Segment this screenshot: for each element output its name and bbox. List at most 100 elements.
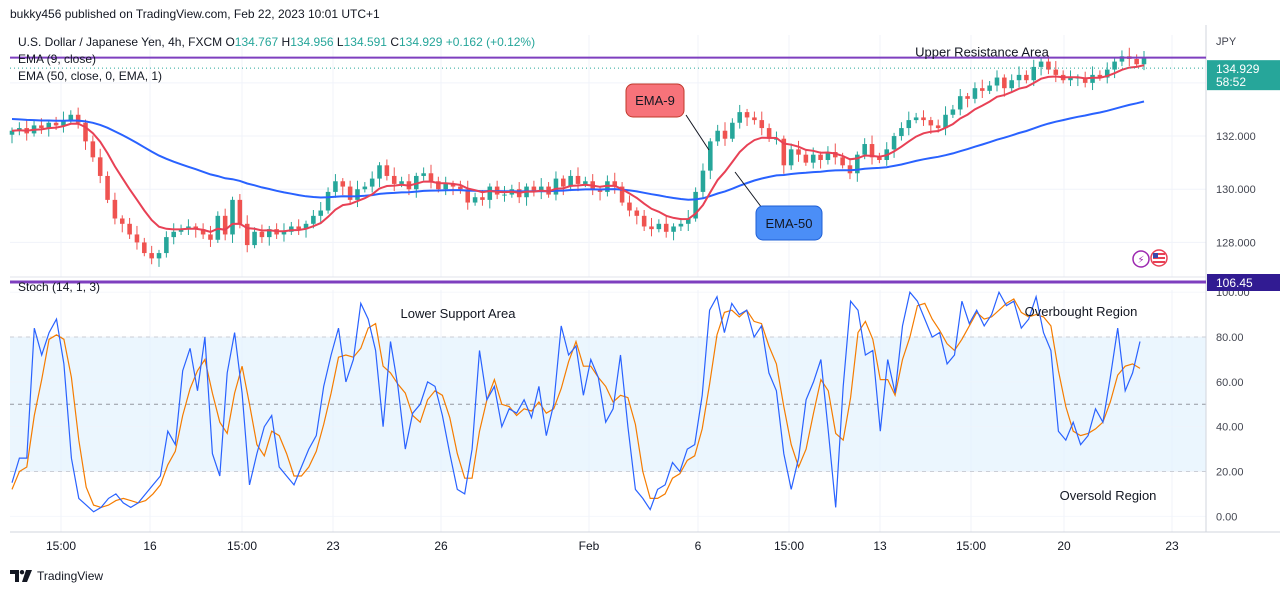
candle: [612, 181, 618, 187]
tradingview-brand: TradingView: [37, 569, 104, 583]
ema-50-callout: [755, 205, 823, 241]
publisher-line: bukky456 published on TradingView.com, F…: [10, 7, 380, 21]
us-flag-stripe: [1153, 261, 1165, 263]
stoch-tick-label: 0.00: [1216, 511, 1237, 523]
candle: [259, 231, 265, 238]
price-tick-label: 128.000: [1216, 237, 1256, 249]
candle: [237, 199, 243, 224]
candle: [906, 120, 912, 129]
candle: [200, 229, 206, 235]
time-tick-label: 23: [326, 539, 340, 553]
candle: [685, 218, 691, 224]
candle: [1053, 69, 1059, 75]
candle: [156, 253, 162, 259]
candle: [972, 88, 978, 99]
candle: [428, 173, 434, 182]
candle: [296, 226, 301, 230]
candle: [553, 178, 559, 195]
chart-canvas[interactable]: 128.000130.000132.000134.0000.0020.0040.…: [0, 0, 1280, 560]
candle: [649, 226, 654, 230]
time-tick-label: Feb: [579, 539, 600, 553]
us-flag-stripe: [1153, 257, 1165, 259]
candle: [950, 109, 956, 115]
candle: [965, 96, 970, 99]
candle: [465, 189, 471, 203]
candle: [9, 130, 15, 135]
candle: [847, 165, 853, 174]
candle: [142, 242, 147, 254]
candle: [252, 231, 257, 246]
candle: [1097, 74, 1103, 78]
candle: [928, 120, 934, 126]
candle: [781, 138, 787, 166]
candle: [935, 125, 941, 129]
candle: [634, 210, 640, 216]
candle: [568, 175, 573, 187]
stoch-tick-label: 80.00: [1216, 332, 1244, 344]
ema-50-line: [11, 100, 1145, 201]
candle: [575, 175, 581, 184]
candle: [1038, 61, 1044, 67]
candle: [737, 112, 742, 123]
event-icon[interactable]: [1132, 250, 1150, 268]
candle: [656, 223, 662, 230]
candle: [377, 165, 382, 179]
candle: [1031, 66, 1037, 81]
current-price-value: 134.929: [1216, 62, 1260, 76]
candle: [281, 231, 287, 235]
footer: TradingView: [10, 569, 103, 583]
candle: [1046, 61, 1051, 70]
candle: [810, 154, 816, 163]
time-tick-label: 6: [695, 539, 702, 553]
us-flag-stripe: [1153, 253, 1165, 255]
candle: [134, 234, 140, 243]
time-tick-label: 15:00: [46, 539, 76, 553]
candle: [480, 197, 485, 200]
candle: [1090, 74, 1095, 83]
candle: [443, 183, 448, 190]
candle: [583, 181, 588, 184]
candle: [855, 154, 860, 174]
stoch-d-line: [11, 298, 1141, 509]
ema-50-pointer: [734, 171, 763, 209]
candle: [105, 175, 110, 200]
candle: [362, 186, 368, 190]
candle: [744, 112, 750, 118]
candle: [1141, 58, 1147, 65]
candle: [149, 253, 154, 259]
candle: [840, 157, 845, 166]
candle: [1068, 77, 1073, 81]
currency-label: JPY: [1216, 36, 1237, 48]
candle: [891, 136, 897, 150]
time-tick-label: 26: [434, 539, 448, 553]
candle: [230, 199, 235, 235]
candle: [369, 178, 375, 187]
stoch-tick-label: 60.00: [1216, 377, 1244, 389]
ema-9-legend: EMA (9, close): [18, 52, 96, 66]
candle: [678, 223, 684, 227]
candle: [708, 141, 713, 171]
ema-50-callout-text: EMA-50: [766, 216, 813, 231]
candle: [178, 229, 184, 232]
candle: [325, 191, 331, 211]
candle: [399, 181, 404, 184]
candle: [803, 154, 809, 163]
time-tick-label: 13: [873, 539, 887, 553]
candle: [1002, 77, 1007, 89]
candle: [561, 178, 566, 187]
candle: [994, 77, 1000, 86]
candle: [1104, 69, 1110, 78]
candle: [303, 223, 309, 230]
candle: [340, 181, 346, 187]
candle: [825, 152, 831, 160]
symbol-legend: U.S. Dollar / Japanese Yen, 4h, FXCM O13…: [18, 35, 535, 49]
candle: [347, 186, 353, 200]
candle: [597, 189, 603, 192]
candle: [119, 218, 125, 224]
candle: [1112, 61, 1117, 70]
candle: [472, 197, 478, 203]
candle: [171, 231, 176, 238]
candle: [1119, 56, 1125, 62]
candle: [384, 165, 390, 176]
candle: [796, 149, 801, 155]
